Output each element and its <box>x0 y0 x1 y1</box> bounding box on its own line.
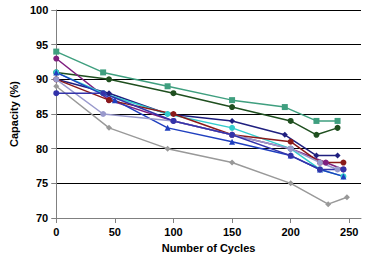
svg-text:100: 100 <box>164 226 182 238</box>
svg-text:90: 90 <box>36 73 48 85</box>
svg-text:75: 75 <box>36 177 48 189</box>
svg-text:200: 200 <box>281 226 299 238</box>
svg-text:95: 95 <box>36 39 48 51</box>
svg-text:0: 0 <box>53 226 59 238</box>
svg-text:50: 50 <box>109 226 121 238</box>
svg-text:Number of Cycles: Number of Cycles <box>162 242 256 254</box>
svg-text:150: 150 <box>223 226 241 238</box>
svg-text:100: 100 <box>30 4 48 16</box>
svg-text:250: 250 <box>340 226 358 238</box>
svg-text:70: 70 <box>36 212 48 224</box>
svg-text:Capacity (%): Capacity (%) <box>8 81 20 147</box>
svg-text:85: 85 <box>36 108 48 120</box>
svg-text:80: 80 <box>36 143 48 155</box>
